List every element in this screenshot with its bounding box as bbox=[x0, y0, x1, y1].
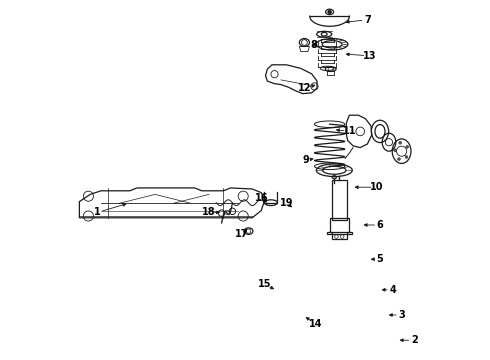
Bar bbox=[330, 218, 349, 232]
Text: 11: 11 bbox=[343, 126, 356, 136]
Text: 19: 19 bbox=[280, 198, 293, 208]
Text: 6: 6 bbox=[377, 220, 383, 230]
Text: 3: 3 bbox=[398, 310, 405, 320]
Text: 14: 14 bbox=[308, 319, 322, 329]
Circle shape bbox=[399, 141, 402, 144]
Text: 9: 9 bbox=[303, 155, 310, 165]
Text: 17: 17 bbox=[235, 229, 248, 239]
Text: 5: 5 bbox=[377, 254, 383, 264]
Text: 18: 18 bbox=[202, 207, 216, 217]
Circle shape bbox=[405, 156, 408, 158]
Text: 1: 1 bbox=[94, 207, 101, 217]
Text: 7: 7 bbox=[364, 15, 371, 25]
Text: 16: 16 bbox=[254, 193, 268, 203]
Text: 12: 12 bbox=[297, 83, 311, 93]
Text: 4: 4 bbox=[389, 285, 396, 295]
Circle shape bbox=[406, 145, 409, 148]
Circle shape bbox=[328, 10, 331, 14]
Text: 15: 15 bbox=[258, 279, 271, 289]
Text: 2: 2 bbox=[411, 335, 417, 345]
Bar bbox=[332, 180, 346, 220]
Circle shape bbox=[394, 149, 396, 152]
Text: 13: 13 bbox=[363, 51, 376, 61]
Text: 10: 10 bbox=[369, 182, 383, 192]
Circle shape bbox=[397, 158, 400, 161]
Text: 8: 8 bbox=[310, 40, 317, 50]
